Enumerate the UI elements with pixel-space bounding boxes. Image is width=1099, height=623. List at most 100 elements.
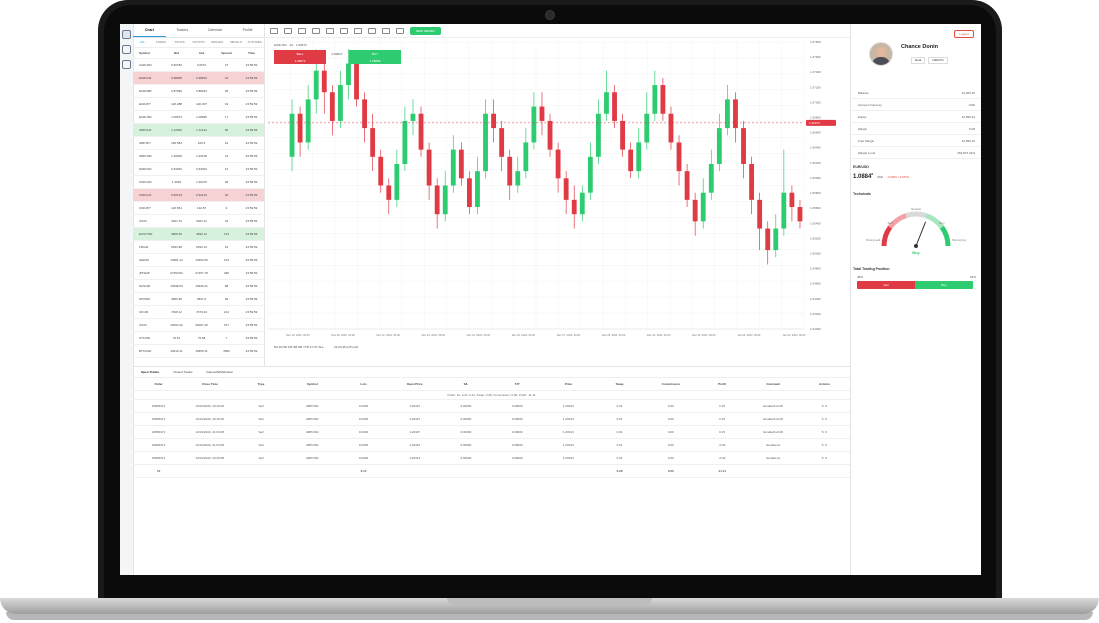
account-mode[interactable]: Real [911,57,926,64]
candle-body[interactable] [692,199,698,222]
tab-calendar[interactable]: Calendar [207,28,222,32]
candle-body[interactable] [547,120,553,150]
candle-body[interactable] [378,156,384,186]
draw-icon[interactable] [354,27,362,34]
candle-body[interactable] [555,149,561,179]
filter-tab-stock[interactable]: STOCK [174,40,185,44]
trades-tab[interactable]: Closed Trades [173,370,193,374]
search-icon[interactable] [122,30,131,39]
candle-body[interactable] [757,199,763,229]
filter-tab-indices[interactable]: INDICES [211,40,224,44]
candle-body[interactable] [612,92,617,121]
watchlist-row[interactable]: AUDUSD 0.66782 0.6672 27 23:59:59 [133,59,264,72]
watchlist-row[interactable]: US30 33002.32 33007.49 517 23:59:59 [133,319,264,332]
account-selector[interactable]: Real 1002371 [911,57,948,64]
logout-button[interactable]: Logout [954,30,974,38]
candle-body[interactable] [313,70,319,100]
table-row[interactable]: 20866371 12/21/2022, 20:16:00 Sell GBPUSD 0.… [133,413,850,426]
watchlist-row[interactable]: GBPCHF 1.12066 1.12122 56 23:59:59 [133,124,264,137]
wallet-icon[interactable] [122,60,131,69]
trades-tab[interactable]: Open Trades [141,370,160,374]
close-icon[interactable]: ✕ [824,443,828,447]
candle-body[interactable] [337,85,343,121]
candle-body[interactable] [620,120,626,150]
watchlist-row[interactable]: GBPUSD 1.20000 1.20108 24 23:59:59 [133,150,264,163]
watchlist-row[interactable]: EURJPY 140.288 140.307 19 23:59:59 [133,98,264,111]
candle-body[interactable] [305,99,311,143]
candle-body[interactable] [297,113,303,143]
candle-body[interactable] [329,92,335,121]
candlestick-chart[interactable]: 1.07800 1.07600 1.07400 1.07200 1.07000 1.068… [264,37,850,366]
candle-body[interactable] [684,171,690,200]
sell-button[interactable] [274,50,326,64]
filter-tab-futures[interactable]: FUTURES [247,40,262,44]
candle-body[interactable] [636,142,642,172]
watchlist-row[interactable]: USDJPY 132.861 132.87 9 23:59:59 [133,202,264,215]
candle-body[interactable] [797,207,803,222]
watchlist-row[interactable]: XTIUSD 79.51 79.58 7 23:59:59 [133,332,264,345]
candle-body[interactable] [531,106,537,143]
candle-body[interactable] [789,192,795,208]
candle-body[interactable] [660,85,666,114]
watchlist-row[interactable]: UK100 7468.12 7470.24 212 23:59:59 [133,306,264,319]
filter-tab-forex[interactable]: FOREX [155,40,167,44]
candle-body[interactable] [781,192,787,229]
candle-body[interactable] [483,113,488,172]
candle-body[interactable] [475,171,480,208]
candle-body[interactable] [628,149,634,172]
candle-body[interactable] [773,228,779,251]
candle-body[interactable] [418,113,424,150]
candle-body[interactable] [652,85,658,114]
timeframe-icon[interactable] [270,27,278,34]
table-row[interactable]: 20866371 12/21/2022, 21:03:08 Sell GBPUSD 0.… [133,426,850,439]
table-row[interactable]: 20866371 12/21/2022, 20:16:00 Sell GBPUSD 0.… [133,400,850,413]
watchlist-row[interactable]: USDCHF 0.92123 0.92143 20 23:59:59 [133,189,264,202]
watchlist-row[interactable]: JPN225 27453.82 27457.78 396 23:59:59 [133,267,264,280]
buy-button[interactable] [349,50,401,64]
edit-icon[interactable]: ✎ [821,417,825,421]
candle-body[interactable] [539,106,545,121]
period-buttons[interactable]: 5H 1D 5D 1M 3M 6M YTD 1Y 5Y ALL [274,345,324,349]
watchlist-row[interactable]: EURCHF 0.98685 0.98924 44 23:59:59 [133,72,264,85]
candle-body[interactable] [523,142,529,172]
candle-body[interactable] [354,63,359,100]
candle-body[interactable] [571,199,577,215]
candle-body[interactable] [604,92,609,114]
filter-tab-metals[interactable]: METALS [230,40,242,44]
watchlist-row[interactable]: GER40 13951.12 13952.65 153 23:59:59 [133,254,264,267]
tab-profile[interactable]: Profile [242,28,253,32]
candle-body[interactable] [370,128,376,157]
document-icon[interactable] [122,45,131,54]
watchlist-row[interactable]: NZDUSD 0.63392 0.63404 12 23:59:59 [133,163,264,176]
candle-body[interactable] [595,113,601,157]
candle-body[interactable] [394,163,400,200]
table-row[interactable]: 20866371 12/21/2022, 20:46:08 Sell GBPUSD 0.… [133,452,850,465]
candle-body[interactable] [733,99,738,129]
chart-type-icon[interactable] [298,27,306,34]
candle-body[interactable] [499,128,505,157]
zoom-in-icon[interactable] [312,27,320,34]
trades-tab[interactable]: Deposit/Withdrawal [206,370,233,374]
fullscreen-icon[interactable] [382,27,390,34]
tab-traders[interactable]: Traders [176,28,189,32]
candle-body[interactable] [386,185,392,200]
camera-icon[interactable] [396,27,404,34]
candle-body[interactable] [507,156,513,186]
candle-body[interactable] [289,113,295,157]
candle-body[interactable] [716,128,722,164]
zoom-out-icon[interactable] [326,27,334,34]
indicator-icon[interactable] [284,27,292,34]
watchlist-row[interactable]: US30 3321.70 3322.12 42 23:59:59 [133,215,264,228]
candle-body[interactable] [741,128,746,164]
candle-body[interactable] [491,113,497,129]
candle-body[interactable] [402,120,408,164]
candle-body[interactable] [724,99,730,129]
close-icon[interactable]: ✕ [824,417,828,421]
candle-body[interactable] [749,163,755,200]
edit-icon[interactable]: ✎ [821,456,825,460]
candle-body[interactable] [442,185,448,215]
candle-body[interactable] [426,149,432,186]
candle-body[interactable] [563,178,569,200]
candle-body[interactable] [668,113,674,143]
watchlist-row[interactable]: SPX500 3836.98 3837.9 92 23:59:59 [133,293,264,306]
